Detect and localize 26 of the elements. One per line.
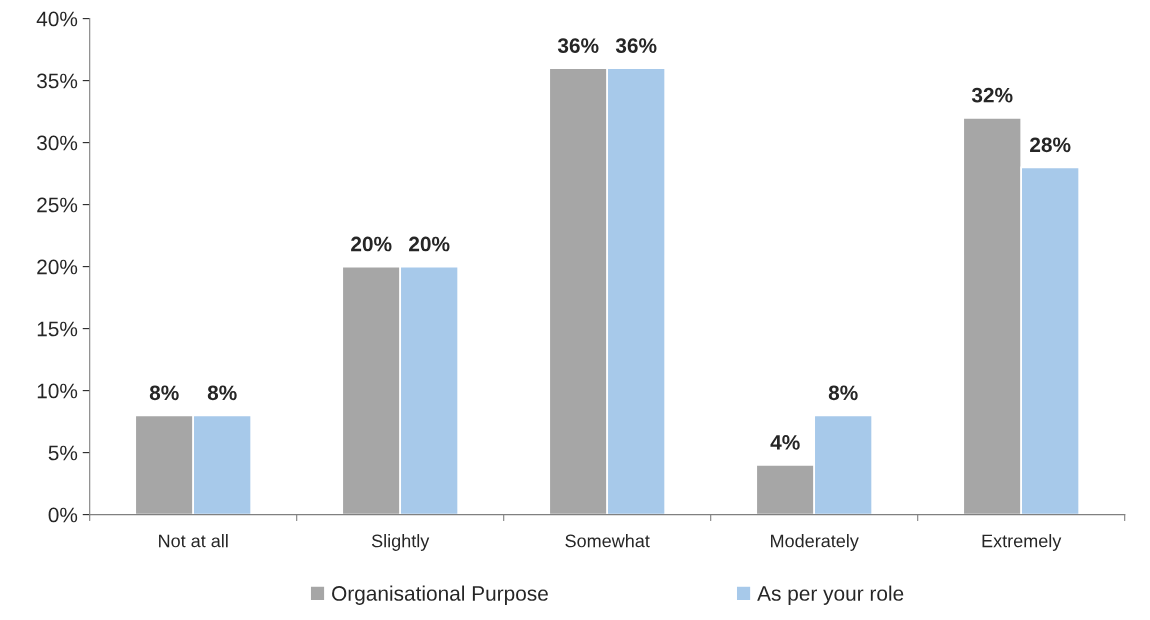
data-label: 20% [409, 236, 450, 252]
data-label: 8% [149, 385, 179, 401]
data-label: 20% [351, 236, 392, 252]
x-tick-label: Somewhat [565, 534, 650, 548]
y-tick-label: 5% [48, 445, 78, 461]
legend-label: Organisational Purpose [332, 585, 548, 605]
y-tick-label: 20% [37, 259, 78, 275]
x-tick-label: Not at all [159, 534, 228, 548]
y-tick-label: 0% [48, 507, 78, 523]
y-tick-label: 25% [37, 197, 78, 213]
y-tick-label: 10% [37, 383, 78, 399]
x-tick-label: Moderately [771, 534, 859, 551]
data-label: 8% [207, 385, 237, 401]
data-label: 36% [557, 38, 599, 53]
y-tick-label: 30% [36, 135, 78, 151]
x-tick-label: Slightly [371, 534, 430, 551]
y-tick-label: 40% [36, 11, 78, 27]
data-label: 28% [1030, 137, 1071, 153]
legend-label: As per your role [757, 585, 904, 605]
data-label: 8% [828, 385, 858, 401]
data-label: 32% [971, 87, 1013, 103]
data-label: 36% [615, 38, 657, 53]
x-tick-label: Extremely [982, 534, 1062, 551]
y-tick-label: 35% [36, 73, 78, 89]
data-label: 4% [770, 435, 800, 450]
y-tick-label: 15% [37, 321, 78, 337]
